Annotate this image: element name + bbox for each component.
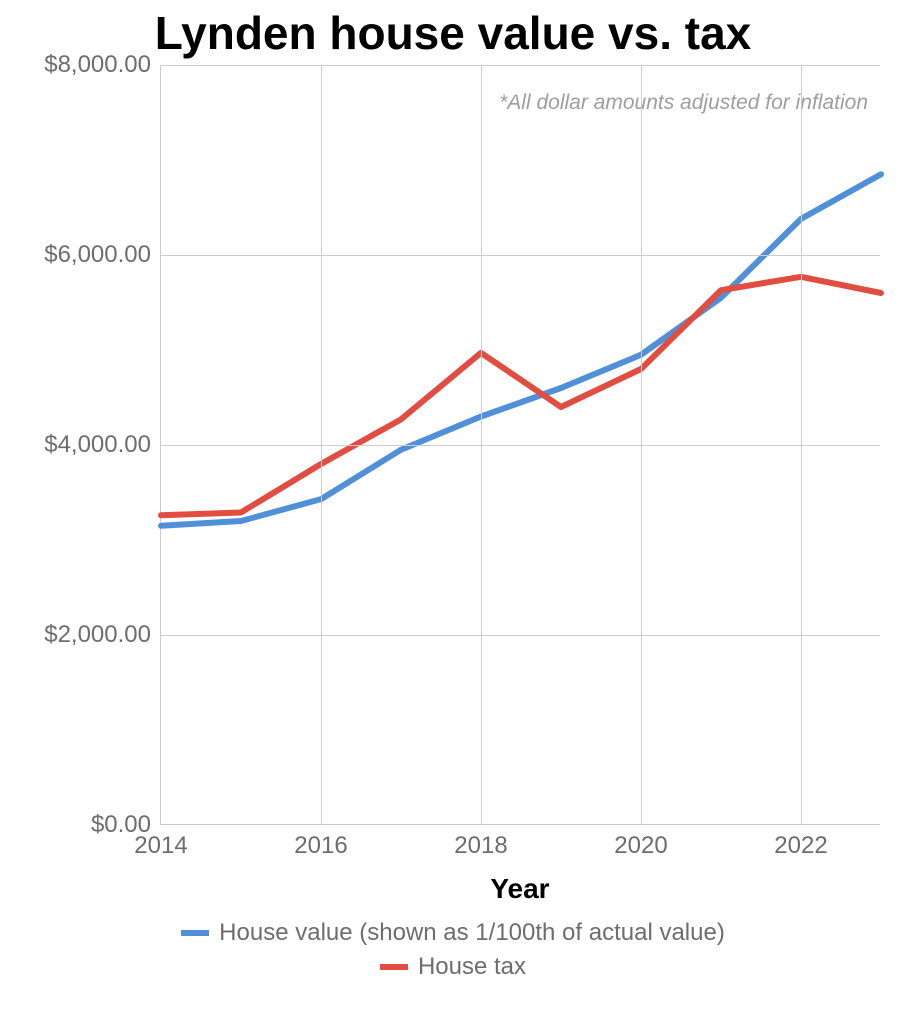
legend: House value (shown as 1/100th of actual … xyxy=(0,919,906,981)
legend-item-house_value: House value (shown as 1/100th of actual … xyxy=(181,919,725,947)
legend-item-house_tax: House tax xyxy=(380,953,526,981)
chart-container: Lynden house value vs. tax *All dollar a… xyxy=(0,0,906,981)
series-line-house_tax xyxy=(161,276,881,514)
x-axis-title: Year xyxy=(160,873,880,905)
legend-label: House value (shown as 1/100th of actual … xyxy=(219,919,725,947)
series-line-house_value xyxy=(161,174,881,526)
x-tick-label: 2016 xyxy=(294,824,347,860)
y-gridline xyxy=(161,65,880,66)
legend-swatch xyxy=(181,930,209,936)
y-tick-label: $2,000.00 xyxy=(44,621,161,649)
x-gridline xyxy=(641,65,642,824)
x-gridline xyxy=(481,65,482,824)
x-tick-label: 2018 xyxy=(454,824,507,860)
y-gridline xyxy=(161,255,880,256)
y-tick-label: $8,000.00 xyxy=(44,51,161,79)
plot-area: *All dollar amounts adjusted for inflati… xyxy=(160,65,880,825)
x-tick-label: 2020 xyxy=(614,824,667,860)
y-tick-label: $6,000.00 xyxy=(44,241,161,269)
y-gridline xyxy=(161,635,880,636)
x-gridline xyxy=(801,65,802,824)
y-gridline xyxy=(161,445,880,446)
x-tick-label: 2014 xyxy=(134,824,187,860)
x-tick-label: 2022 xyxy=(774,824,827,860)
legend-label: House tax xyxy=(418,953,526,981)
x-gridline xyxy=(321,65,322,824)
legend-swatch xyxy=(380,964,408,970)
y-tick-label: $4,000.00 xyxy=(44,431,161,459)
